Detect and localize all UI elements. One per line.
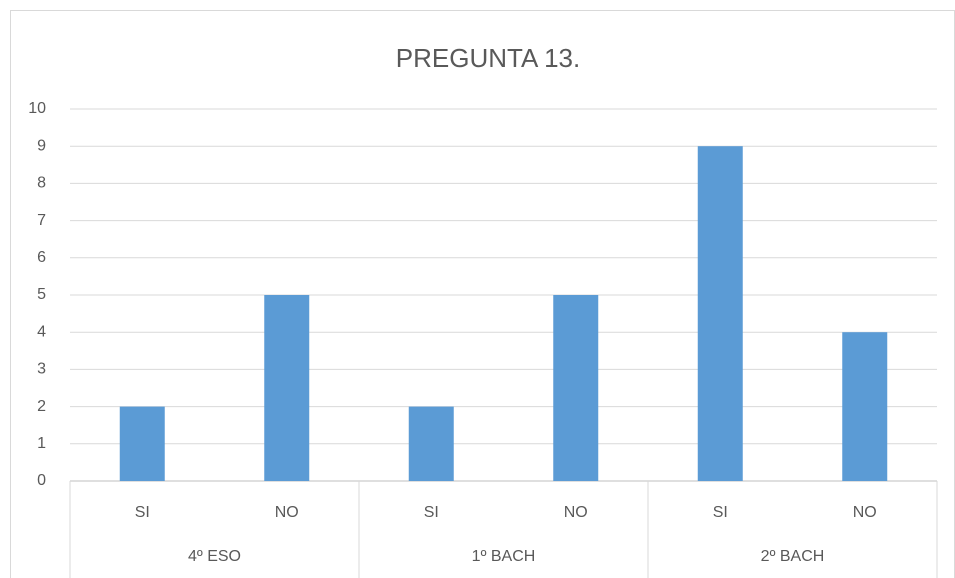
y-tick-label: 3 — [37, 361, 46, 378]
y-tick-label: 1 — [37, 435, 46, 452]
bar — [697, 146, 743, 481]
x-tick-label: NO — [853, 504, 877, 521]
y-tick-label: 6 — [37, 249, 46, 266]
y-tick-label: 2 — [37, 398, 46, 415]
y-tick-label: 5 — [37, 286, 46, 303]
y-tick-label: 8 — [37, 175, 46, 192]
y-tick-label: 7 — [37, 212, 46, 229]
y-tick-label: 0 — [37, 472, 46, 489]
chart-frame — [10, 10, 955, 578]
bar — [264, 295, 310, 481]
x-tick-label: NO — [564, 504, 588, 521]
group-label: 4º ESO — [188, 548, 241, 565]
x-tick-label: SI — [135, 504, 150, 521]
group-label: 1º BACH — [472, 548, 536, 565]
y-tick-label: 10 — [28, 100, 46, 117]
bar — [408, 406, 454, 481]
x-tick-label: SI — [424, 504, 439, 521]
group-label: 2º BACH — [761, 548, 825, 565]
bar — [842, 332, 888, 481]
bar — [553, 295, 599, 481]
y-tick-label: 9 — [37, 137, 46, 154]
chart-title: PREGUNTA 13. — [396, 43, 580, 73]
y-tick-label: 4 — [37, 323, 46, 340]
x-tick-label: NO — [275, 504, 299, 521]
bar — [119, 406, 165, 481]
x-tick-label: SI — [713, 504, 728, 521]
